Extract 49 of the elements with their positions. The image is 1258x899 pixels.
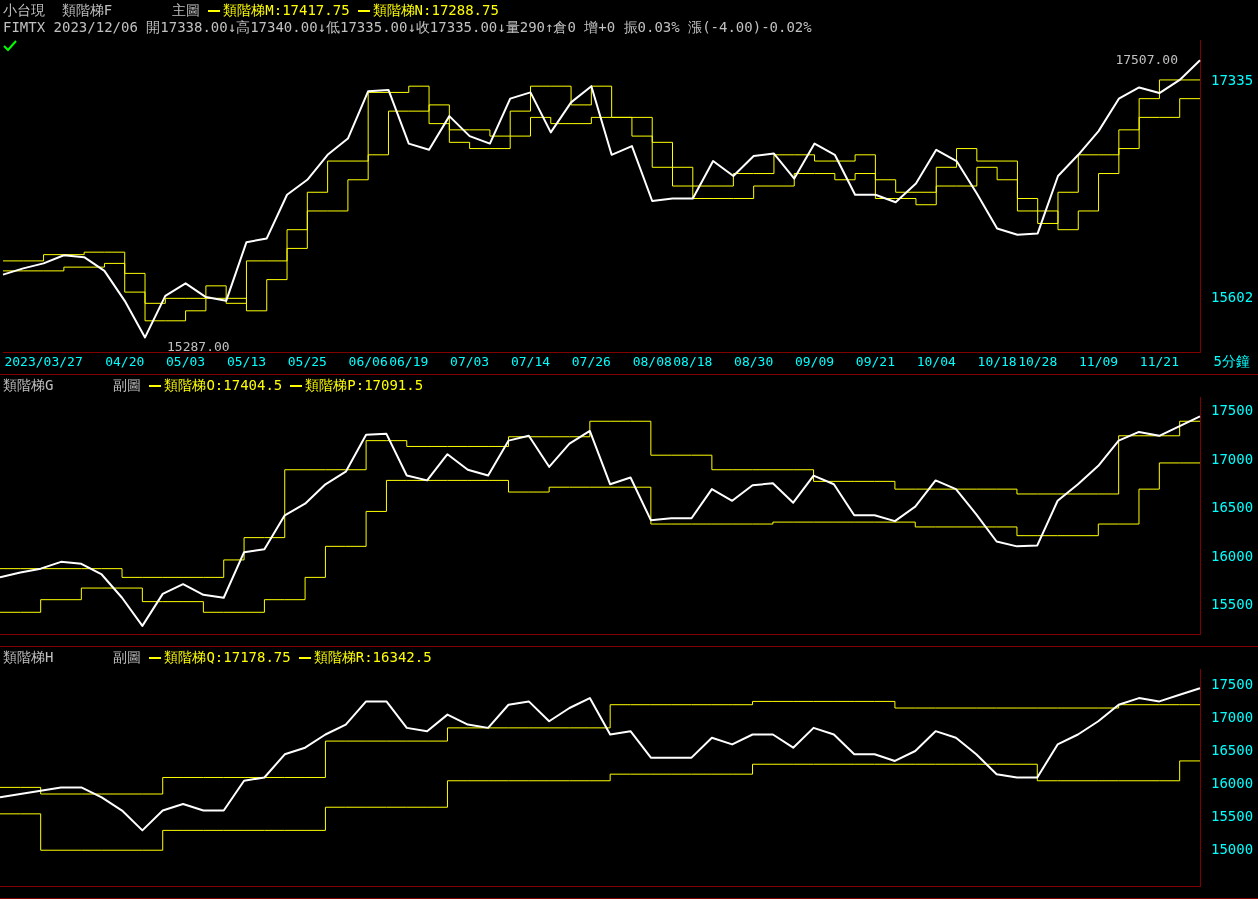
x-tick-label: 11/21 <box>1139 354 1179 370</box>
legend-title: 副圖 <box>113 377 142 393</box>
x-axis-title: 5分鐘 <box>1213 353 1250 371</box>
y-tick-label: 16000 <box>1211 774 1254 791</box>
x-tick-label: 09/09 <box>794 354 835 370</box>
x-tick-label: 07/14 <box>510 354 551 370</box>
x-tick-label: 05/13 <box>226 354 267 370</box>
chart-title: 小台現 類階梯F <box>3 2 113 18</box>
y-tick-label: 17500 <box>1211 675 1254 692</box>
x-tick-label: 10/04 <box>916 354 956 370</box>
y-tick-label: 16500 <box>1211 499 1254 516</box>
annotation: 17507.00 <box>1115 51 1178 67</box>
x-tick-label: 10/18 <box>977 354 1017 370</box>
legend-title: 副圖 <box>113 649 142 665</box>
legend-label: 類階梯R:16342.5 <box>313 649 432 665</box>
y-tick-label: 17000 <box>1211 708 1254 725</box>
y-tick-label: 15500 <box>1211 807 1254 824</box>
legend-label: 類階梯Q:17178.75 <box>164 649 291 665</box>
x-tick-label: 08/30 <box>734 354 774 370</box>
legend-title: 主圖 <box>172 2 201 18</box>
x-tick-label: 04/20 <box>105 354 145 370</box>
chart-subtitle: FIMTX 2023/12/06 開17338.00↓高17340.00↓低17335.00↓收17335.00↓量290↑倉0 增+0 振0.03% 漲(-4.00)-0.02% <box>3 19 812 37</box>
x-tick-label: 05/25 <box>287 354 327 370</box>
chart-title: 類階梯G <box>3 377 54 393</box>
x-tick-label: 2023/03/27 <box>4 354 83 370</box>
y-tick-label: 15602 <box>1211 288 1254 305</box>
x-tick-label: 06/19 <box>389 354 429 370</box>
x-tick-label: 08/08 <box>632 354 672 370</box>
legend-label: 類階梯M:17417.75 <box>223 2 350 18</box>
legend-label: 類階梯N:17288.75 <box>372 2 499 18</box>
y-tick-label: 17335 <box>1211 72 1254 89</box>
annotation: 15287.00 <box>167 338 230 354</box>
y-tick-label: 16500 <box>1211 741 1254 758</box>
legend-label: 類階梯O:17404.5 <box>164 377 283 393</box>
x-tick-label: 08/18 <box>673 354 713 370</box>
legend-label: 類階梯P:17091.5 <box>305 377 424 393</box>
y-tick-label: 16000 <box>1211 547 1254 564</box>
y-tick-label: 15000 <box>1211 840 1254 857</box>
y-tick-label: 17000 <box>1211 450 1254 467</box>
chart-title: 類階梯H <box>3 649 54 665</box>
y-tick-label: 17500 <box>1211 402 1254 419</box>
x-tick-label: 11/09 <box>1078 354 1119 370</box>
x-tick-label: 09/21 <box>855 354 895 370</box>
x-tick-label: 06/06 <box>348 354 388 370</box>
x-tick-label: 10/28 <box>1018 354 1058 370</box>
x-tick-label: 07/03 <box>450 354 490 370</box>
x-tick-label: 05/03 <box>166 354 206 370</box>
x-tick-label: 07/26 <box>571 354 611 370</box>
y-tick-label: 15500 <box>1211 596 1254 613</box>
